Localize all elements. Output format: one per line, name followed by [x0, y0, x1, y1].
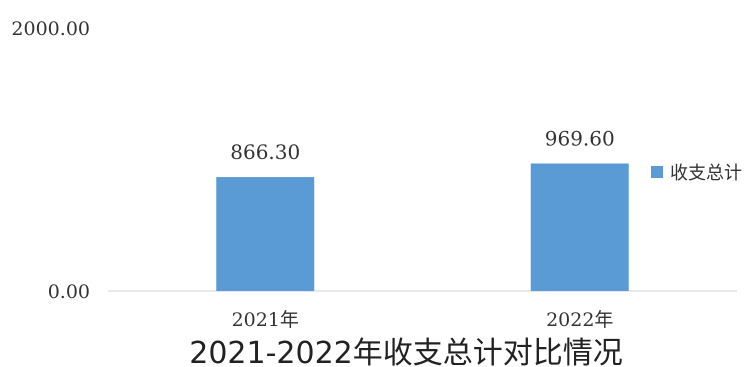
legend-label: 收支总计 [670, 163, 742, 184]
legend-swatch [651, 166, 663, 178]
data-labels-group: 866.30 969.60 [230, 126, 614, 164]
y-tick-label: 0.00 [48, 281, 90, 303]
chart-title: 2021-2022年收支总计对比情况 [189, 336, 623, 367]
bar [216, 177, 315, 291]
bar-value-label: 866.30 [230, 140, 300, 164]
legend: 收支总计 [651, 163, 742, 184]
x-tick-label: 2021年 [232, 309, 299, 331]
bar [530, 163, 629, 291]
x-tick-label: 2022年 [546, 309, 613, 331]
category-labels-group: 2021年 2022年 [232, 309, 614, 331]
y-tick-label: 2000.00 [11, 18, 90, 40]
bars-group [216, 163, 629, 291]
y-axis-ticks: 0.00 2000.00 [11, 18, 90, 303]
bar-value-label: 969.60 [545, 126, 615, 150]
